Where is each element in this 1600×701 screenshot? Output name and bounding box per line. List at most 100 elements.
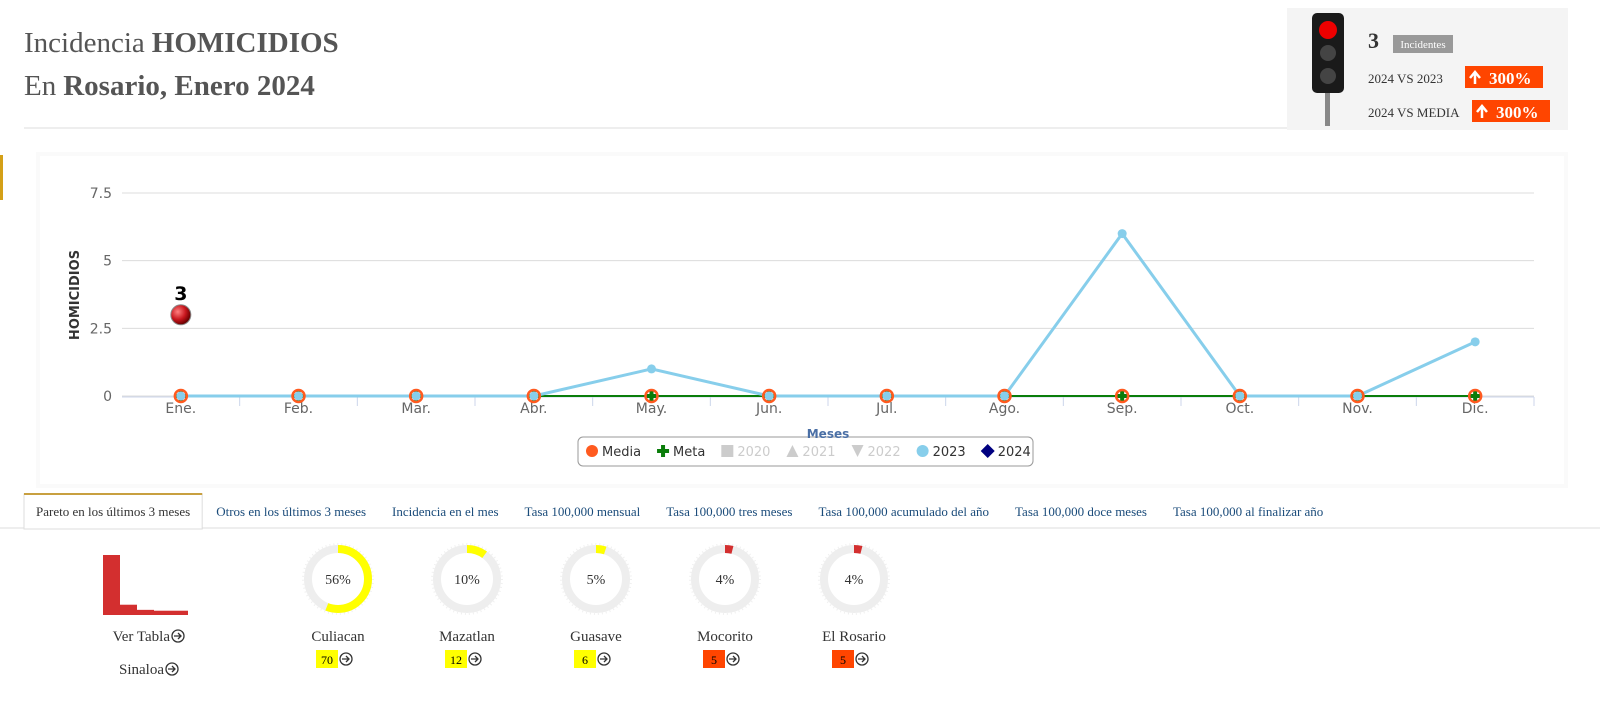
place-name[interactable]: Culiacan [311,629,365,645]
y-tick-label: 5 [103,254,112,270]
link-icon [171,629,185,643]
point [291,388,306,404]
count: 12 [450,653,462,667]
link[interactable]: Ver Tabla [113,629,171,645]
count-icon [600,655,608,663]
series-line [180,231,1476,398]
legend-label: Media [602,445,641,460]
x-tick-label: Abr. [520,401,547,417]
compare-badge [1465,66,1543,88]
point [647,364,656,374]
count-icon [597,652,611,666]
place-name[interactable]: Mocorito [697,629,753,645]
point [1232,388,1248,404]
point [1114,388,1130,404]
place-name[interactable]: Mazatlan [439,629,495,645]
count: 6 [582,653,588,667]
title-strong: HOMICIDIOS [152,27,339,59]
donut-arc [304,545,372,613]
count-icon [729,655,737,663]
point [1350,388,1365,404]
count: 70 [321,653,333,667]
x-tick-label: Sep. [1107,401,1138,417]
point [529,391,539,401]
count-badge [703,650,725,668]
donut-label: 56% [325,573,351,588]
x-axis-title: Meses [807,427,850,441]
place-name[interactable]: El Rosario [822,629,886,645]
count-icon [471,655,479,663]
count-badge [445,650,467,668]
tab[interactable]: Pareto en los últimos 3 meses [36,504,190,519]
point [645,390,658,402]
pareto-bar [103,555,120,615]
data-label: 3 [174,283,187,305]
count-badge [574,650,596,668]
tab[interactable]: Tasa 100,000 al finalizar año [1173,504,1323,519]
light-off [1320,45,1336,61]
legend [577,436,1034,467]
light-pole [1325,90,1330,126]
legend-marker [721,445,734,457]
legend-marker [851,445,864,457]
donut-arc [433,545,501,613]
legend-label: 2023 [933,445,966,460]
count-icon [468,652,482,666]
subtitle-text: En [24,70,57,102]
point [411,391,421,401]
point [176,391,186,401]
light-off [1320,68,1336,84]
legend-label: 2021 [802,445,835,460]
link[interactable]: Sinaloa [119,662,164,678]
point [761,388,777,404]
x-tick-label: Nov. [1342,401,1373,417]
donut-label: 10% [454,573,480,588]
pareto-bar [171,610,188,615]
subtitle: En Rosario, Enero 2024 [24,70,315,102]
x-tick-label: Mar. [401,401,431,417]
subtitle-strong: Rosario, Enero 2024 [63,70,315,102]
light-red [1319,21,1337,39]
point [997,388,1012,404]
compare-label: 2024 VS 2023 [1368,71,1443,86]
active-tab [23,493,203,530]
tab[interactable]: Otros en los últimos 3 meses [216,504,366,519]
x-tick-label: Jul. [875,401,897,417]
point [1000,391,1009,401]
point [1467,388,1483,404]
point [1470,337,1480,347]
legend-marker [657,445,670,457]
legend-label: 2022 [868,445,901,460]
point [882,391,892,401]
donut-label: 4% [845,573,864,588]
donut-track [689,543,761,615]
count: 5 [711,653,717,667]
point [294,391,303,401]
donut-track [560,543,632,615]
tab[interactable]: Tasa 100,000 acumulado del año [818,504,989,519]
highlight-point [170,304,192,326]
chart-area [40,156,1564,484]
pareto-bar [137,609,154,615]
point [408,388,424,404]
tab[interactable]: Incidencia en el mes [392,504,498,519]
link-icon [168,665,176,673]
point [644,388,659,404]
count-icon [855,652,869,666]
y-tick-label: 7.5 [90,186,112,202]
x-tick-label: Dic. [1462,401,1489,417]
tab[interactable]: Tasa 100,000 doce meses [1015,504,1147,519]
link-icon [165,662,179,676]
incident-count: 3 [1368,28,1379,53]
tab[interactable]: Tasa 100,000 tres meses [666,504,792,519]
count-icon [339,652,353,666]
place-name[interactable]: Guasave [570,629,622,645]
y-axis-title: HOMICIDIOS [68,250,83,340]
point [1353,391,1362,401]
tab[interactable]: Tasa 100,000 mensual [525,504,641,519]
donut-track [818,543,890,615]
x-tick-label: Ago. [989,401,1020,417]
count-icon [858,655,866,663]
